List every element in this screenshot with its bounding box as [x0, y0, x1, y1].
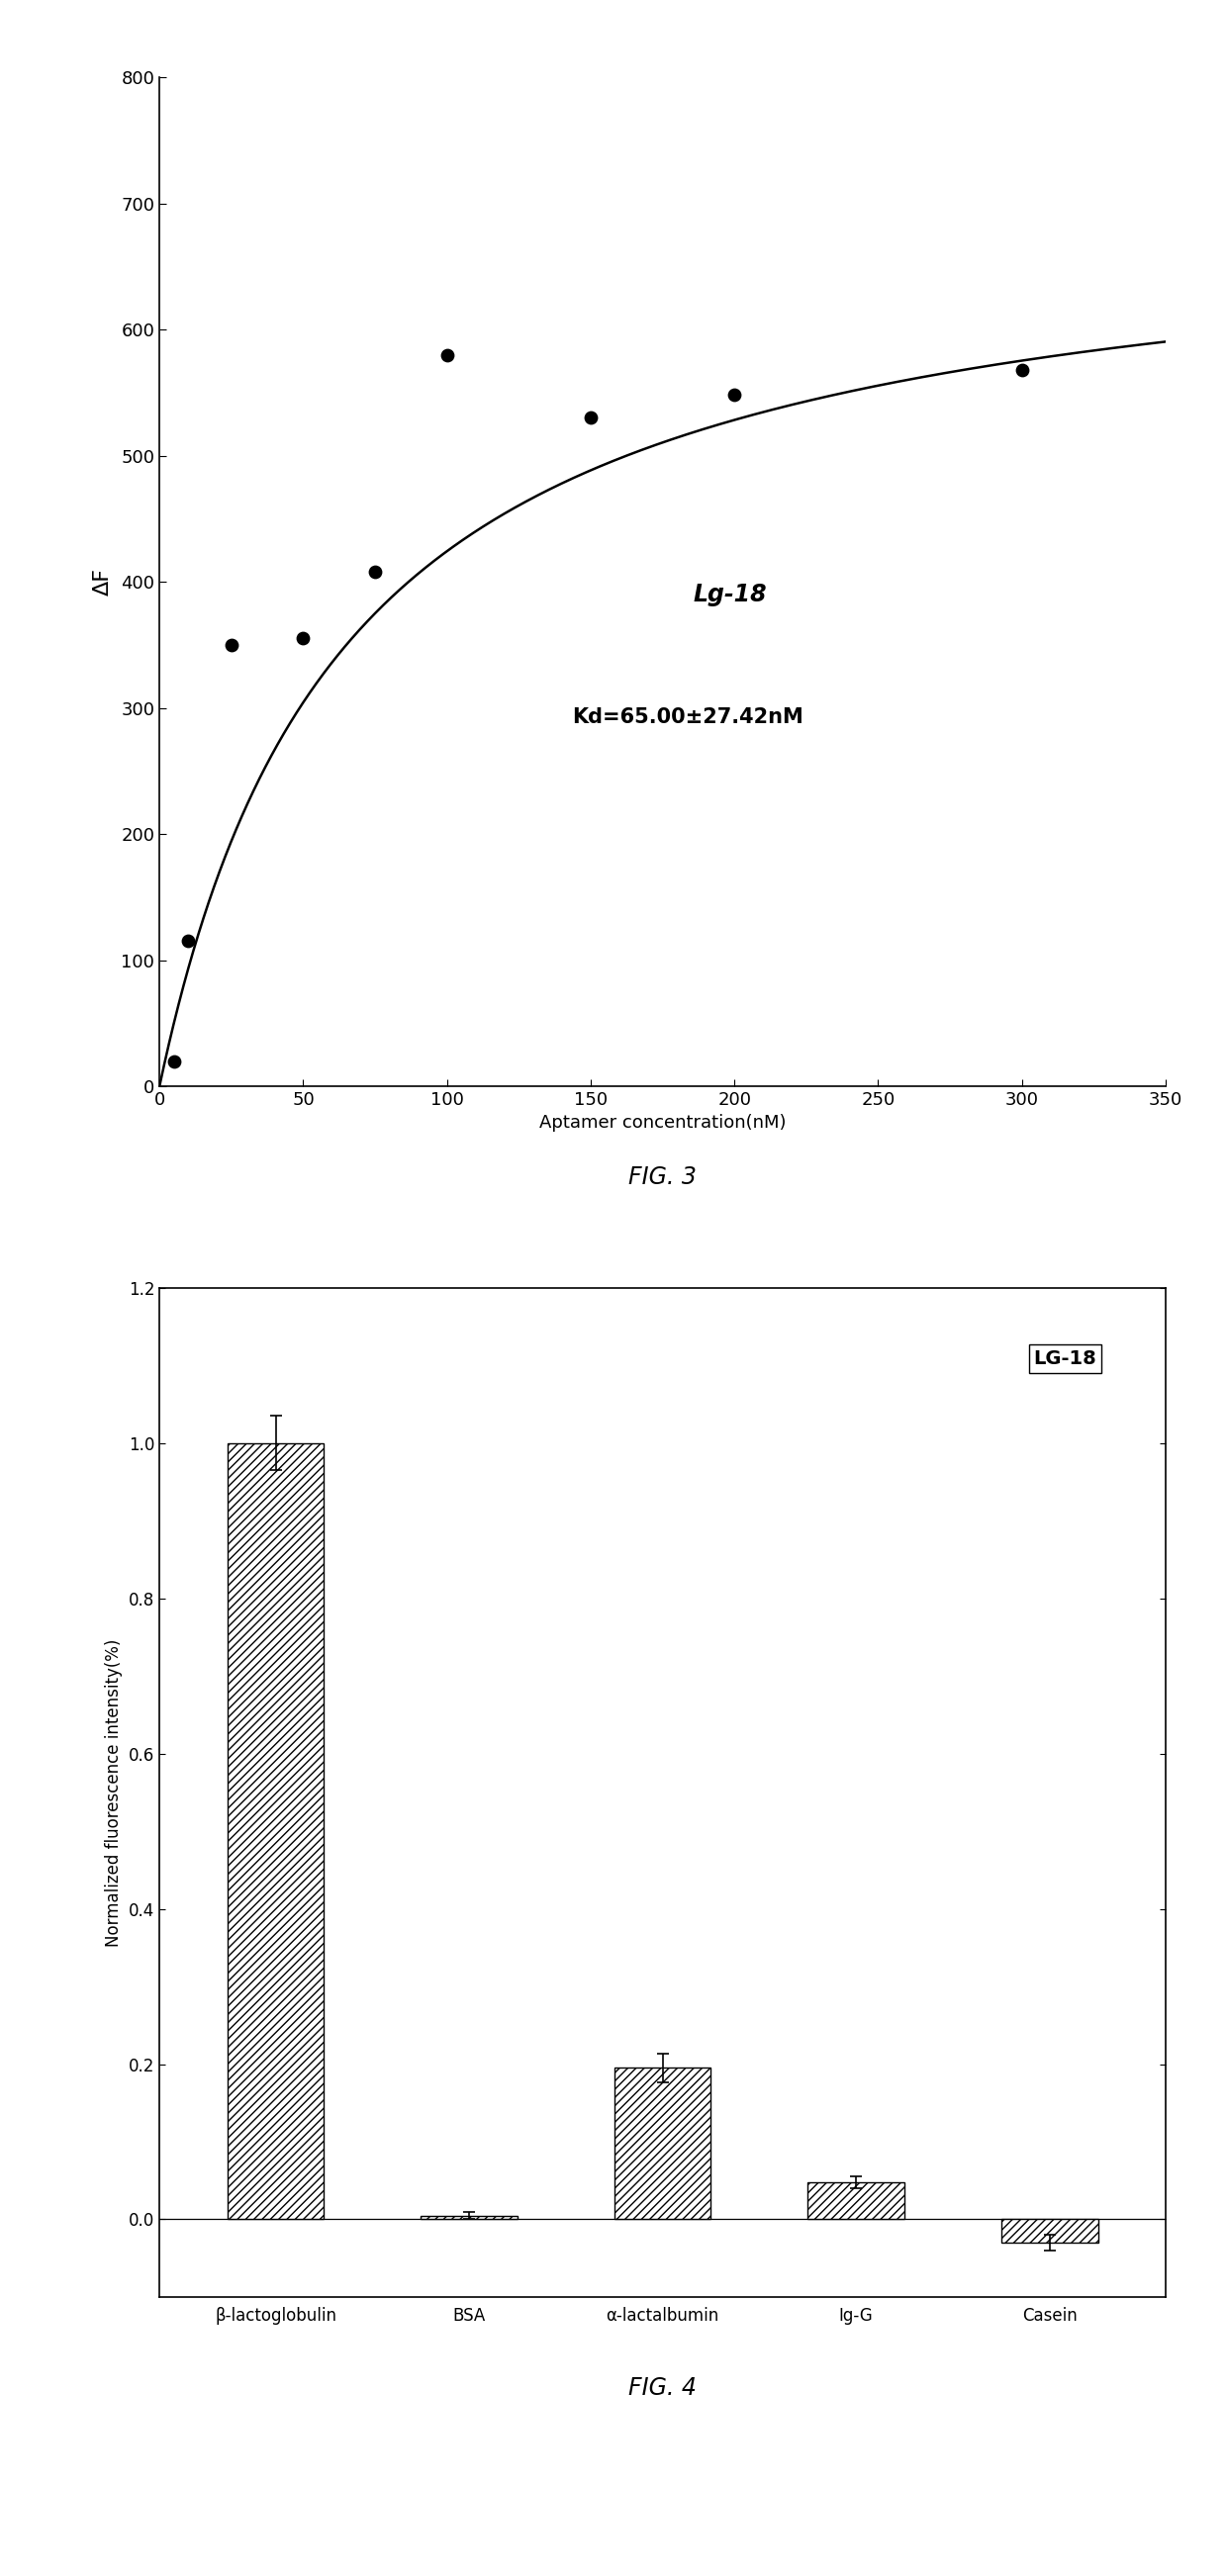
- Y-axis label: Normalized fluorescence intensity(%): Normalized fluorescence intensity(%): [106, 1638, 123, 1947]
- Bar: [615, 2069, 710, 2221]
- Text: FIG. 4: FIG. 4: [628, 2375, 697, 2401]
- Text: FIG. 3: FIG. 3: [628, 1164, 697, 1190]
- Text: Kd=65.00±27.42nM: Kd=65.00±27.42nM: [572, 708, 804, 726]
- Point: [178, 920, 198, 961]
- Text: Lg-18: Lg-18: [693, 582, 767, 608]
- Bar: [1001, 2221, 1098, 2244]
- Point: [164, 1041, 184, 1082]
- Point: [222, 623, 242, 665]
- Point: [1012, 350, 1032, 392]
- Bar: [807, 2182, 904, 2221]
- Point: [366, 551, 385, 592]
- X-axis label: Aptamer concentration(nM): Aptamer concentration(nM): [539, 1115, 787, 1131]
- Text: LG-18: LG-18: [1033, 1350, 1097, 1368]
- Point: [293, 618, 313, 659]
- Bar: [227, 1443, 324, 2221]
- Point: [580, 397, 600, 438]
- Y-axis label: ΔF: ΔF: [93, 567, 113, 595]
- Point: [725, 374, 745, 415]
- Point: [437, 335, 456, 376]
- Bar: [421, 2215, 518, 2221]
